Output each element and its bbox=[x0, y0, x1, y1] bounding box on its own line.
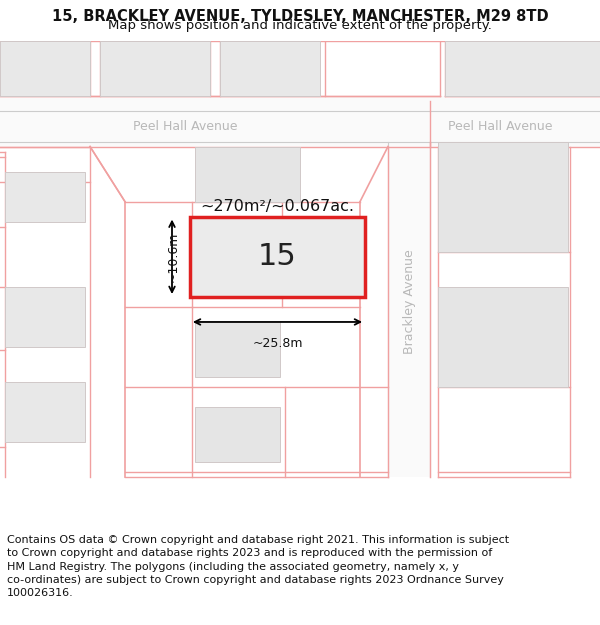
Text: 15: 15 bbox=[258, 242, 297, 271]
Text: ~10.6m: ~10.6m bbox=[167, 232, 180, 282]
Bar bbox=[195, 407, 280, 462]
Bar bbox=[5, 287, 85, 347]
Bar bbox=[190, 217, 365, 297]
Bar bbox=[438, 287, 568, 387]
Bar bbox=[5, 172, 85, 222]
Bar bbox=[0, 96, 600, 146]
Bar bbox=[445, 41, 600, 96]
Bar bbox=[0, 41, 90, 96]
Bar bbox=[190, 217, 365, 297]
Bar bbox=[5, 382, 85, 442]
Text: Peel Hall Avenue: Peel Hall Avenue bbox=[133, 120, 237, 133]
Bar bbox=[220, 41, 320, 96]
Text: Contains OS data © Crown copyright and database right 2021. This information is : Contains OS data © Crown copyright and d… bbox=[7, 535, 509, 598]
Text: 15, BRACKLEY AVENUE, TYLDESLEY, MANCHESTER, M29 8TD: 15, BRACKLEY AVENUE, TYLDESLEY, MANCHEST… bbox=[52, 9, 548, 24]
Bar bbox=[438, 141, 568, 252]
Text: ~270m²/~0.067ac.: ~270m²/~0.067ac. bbox=[200, 199, 355, 214]
Bar bbox=[195, 146, 300, 202]
Text: Peel Hall Avenue: Peel Hall Avenue bbox=[448, 120, 552, 133]
Text: Map shows position and indicative extent of the property.: Map shows position and indicative extent… bbox=[108, 19, 492, 32]
Text: Brackley Avenue: Brackley Avenue bbox=[403, 249, 415, 354]
Text: ~25.8m: ~25.8m bbox=[252, 337, 303, 350]
Bar bbox=[388, 146, 430, 478]
Bar bbox=[100, 41, 210, 96]
Bar bbox=[195, 322, 280, 377]
